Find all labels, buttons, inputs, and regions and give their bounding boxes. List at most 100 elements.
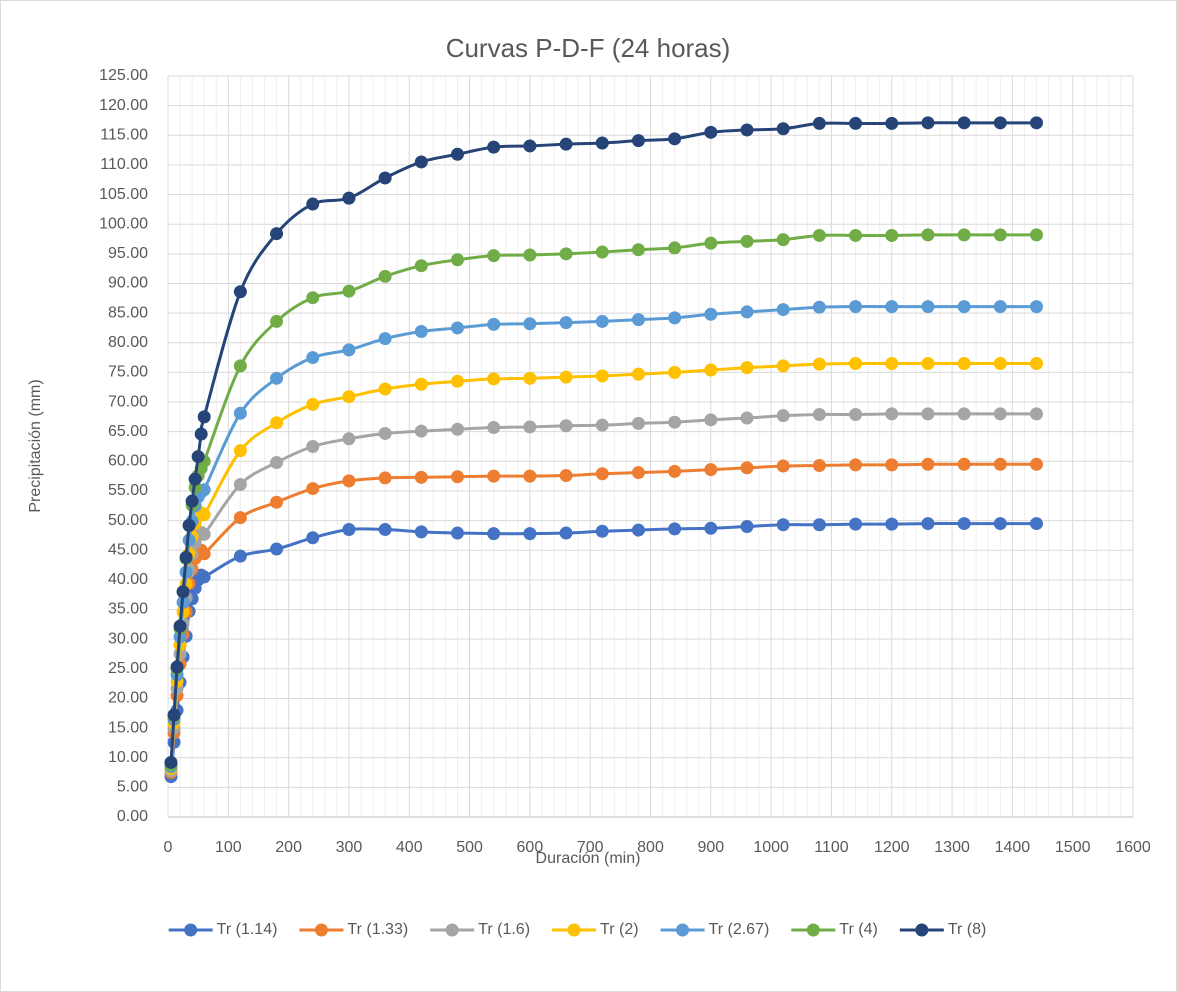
data-point <box>270 495 284 509</box>
data-point <box>957 357 971 371</box>
legend-marker <box>676 923 690 937</box>
data-point <box>270 456 284 470</box>
y-tick-label: 100.00 <box>99 215 148 232</box>
data-point <box>487 469 501 483</box>
y-tick-label: 65.00 <box>108 423 148 440</box>
data-point <box>812 357 826 371</box>
data-point <box>451 526 464 540</box>
data-point <box>414 424 428 438</box>
legend-label: Tr (1.33) <box>347 921 408 938</box>
data-point <box>167 708 181 722</box>
y-tick-label: 30.00 <box>108 630 148 647</box>
data-point <box>885 116 899 130</box>
data-point <box>668 415 682 429</box>
data-point <box>342 522 356 536</box>
data-point <box>270 314 284 328</box>
data-point <box>342 343 356 357</box>
data-point <box>414 259 428 273</box>
data-point <box>559 419 573 433</box>
y-tick-label: 70.00 <box>108 393 148 410</box>
data-point <box>776 359 790 373</box>
data-point <box>414 525 428 539</box>
y-tick-label: 15.00 <box>108 719 148 736</box>
data-point <box>740 520 754 534</box>
x-tick-label: 900 <box>697 839 724 856</box>
data-point <box>957 407 971 421</box>
data-point <box>993 517 1007 531</box>
x-tick-label: 600 <box>517 839 544 856</box>
data-point <box>631 466 645 480</box>
data-point <box>1030 300 1043 314</box>
data-point <box>885 300 899 314</box>
data-point <box>191 450 205 464</box>
data-point <box>451 147 464 161</box>
data-point <box>306 440 320 453</box>
data-point <box>668 522 682 536</box>
data-point <box>921 228 935 242</box>
legend-marker <box>567 923 581 937</box>
data-point <box>704 363 718 377</box>
data-point <box>197 410 211 424</box>
data-point <box>378 171 392 185</box>
data-point <box>378 471 392 485</box>
data-point <box>740 234 754 248</box>
data-point <box>487 317 501 331</box>
data-point <box>270 542 284 556</box>
data-point <box>812 300 826 314</box>
data-point <box>451 253 464 267</box>
data-point <box>233 406 247 420</box>
data-point <box>595 245 609 259</box>
data-point <box>451 470 464 484</box>
data-point <box>523 420 537 434</box>
data-point <box>812 407 826 421</box>
y-tick-label: 40.00 <box>108 571 148 588</box>
data-point <box>559 247 573 261</box>
data-point <box>631 243 645 257</box>
legend-label: Tr (2.67) <box>709 921 770 938</box>
data-point <box>233 444 247 458</box>
data-point <box>740 461 754 475</box>
y-tick-label: 110.00 <box>100 156 148 173</box>
data-point <box>559 137 573 151</box>
y-tick-label: 115.00 <box>100 126 148 143</box>
data-point <box>957 457 971 471</box>
data-point <box>378 332 392 346</box>
data-point <box>378 382 392 396</box>
y-tick-label: 105.00 <box>99 186 148 203</box>
y-tick-label: 125.00 <box>99 67 148 84</box>
data-point <box>595 524 609 538</box>
data-point <box>885 458 899 472</box>
data-point <box>378 269 392 283</box>
data-point <box>921 357 935 371</box>
y-tick-label: 80.00 <box>108 334 148 351</box>
y-axis-label: Precipitación (mm) <box>27 379 44 512</box>
x-tick-label: 1100 <box>814 839 849 856</box>
data-point <box>414 470 428 484</box>
legend-item: Tr (1.33) <box>299 921 408 938</box>
data-point <box>559 526 573 540</box>
data-point <box>306 197 320 211</box>
data-point <box>631 367 645 381</box>
y-tick-label: 45.00 <box>108 541 148 558</box>
legend-label: Tr (8) <box>948 921 987 938</box>
data-point <box>849 357 863 371</box>
data-point <box>776 233 790 247</box>
y-tick-label: 85.00 <box>108 304 148 321</box>
data-point <box>740 361 754 375</box>
legend-marker <box>445 923 459 937</box>
x-tick-label: 300 <box>336 839 363 856</box>
y-tick-label: 120.00 <box>99 97 148 114</box>
data-point <box>921 517 935 531</box>
y-tick-label: 5.00 <box>117 779 148 796</box>
y-tick-label: 50.00 <box>108 512 148 529</box>
y-tick-label: 60.00 <box>108 453 148 470</box>
legend-item: Tr (8) <box>899 921 987 938</box>
data-point <box>306 531 320 545</box>
data-point <box>1030 116 1043 130</box>
data-point <box>776 459 790 473</box>
data-point <box>233 359 247 373</box>
data-point <box>740 123 754 137</box>
data-point <box>176 585 190 599</box>
data-point <box>849 458 863 472</box>
legend-item: Tr (2) <box>552 921 639 938</box>
